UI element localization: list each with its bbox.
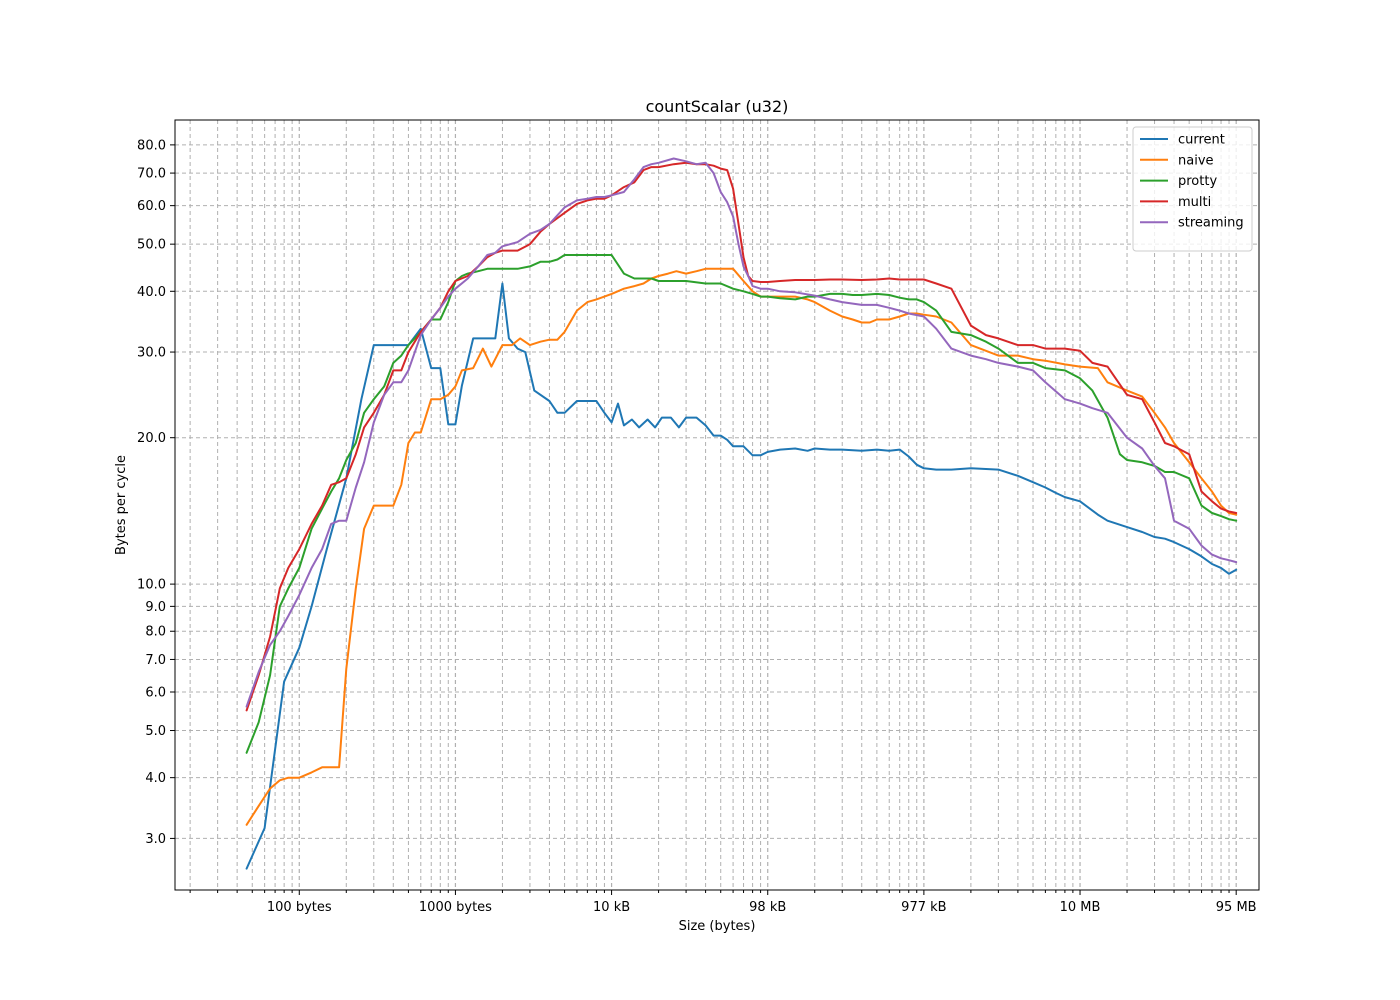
x-tick-label: 100 bytes [267,900,332,915]
legend-label-streaming: streaming [1178,216,1244,231]
axis-ticks: 3.0 4.0 5.0 6.0 7.0 8.0 9.0 10.0 20.0 30.0 40.0 50.… [137,138,1257,915]
y-tick-label: 5.0 [145,724,166,739]
x-tick-label: 977 kB [901,900,946,915]
legend-label-multi: multi [1178,195,1211,210]
y-tick-label: 20.0 [137,431,166,446]
chart-title: countScalar (u32) [646,97,789,116]
x-tick-label: 10 MB [1060,900,1101,915]
y-axis-label: Bytes per cycle [114,455,129,555]
series-line-streaming [245,157,1238,708]
legend-label-current: current [1178,133,1225,148]
y-tick-label: 7.0 [145,653,166,668]
y-tick-label: 8.0 [145,625,166,640]
y-tick-label: 10.0 [137,578,166,593]
y-tick-label: 9.0 [145,600,166,615]
legend-box [1132,126,1253,252]
x-axis-label: Size (bytes) [679,919,756,934]
x-tick-label: 98 kB [749,900,786,915]
y-tick-label: 60.0 [137,199,166,214]
series-line-current [245,282,1238,870]
x-tick-label: 1000 bytes [419,900,492,915]
y-tick-label: 4.0 [145,771,166,786]
y-tick-label: 30.0 [137,346,166,361]
grid [175,120,1259,890]
y-tick-label: 40.0 [137,285,166,300]
legend: current naive protty multi streaming [1132,126,1253,252]
y-tick-label: 70.0 [137,167,166,182]
plot-frame [174,119,1260,891]
y-tick-label: 80.0 [137,138,166,153]
series-line-protty [245,254,1238,754]
legend-label-protty: protty [1178,174,1217,189]
series-line-naive [245,267,1238,826]
legend-label-naive: naive [1178,153,1214,168]
x-tick-label: 95 MB [1216,900,1257,915]
y-tick-label: 3.0 [145,832,166,847]
y-tick-label: 6.0 [145,686,166,701]
series-lines [245,157,1238,870]
y-tick-label: 50.0 [137,238,166,253]
x-tick-label: 10 kB [593,900,630,915]
